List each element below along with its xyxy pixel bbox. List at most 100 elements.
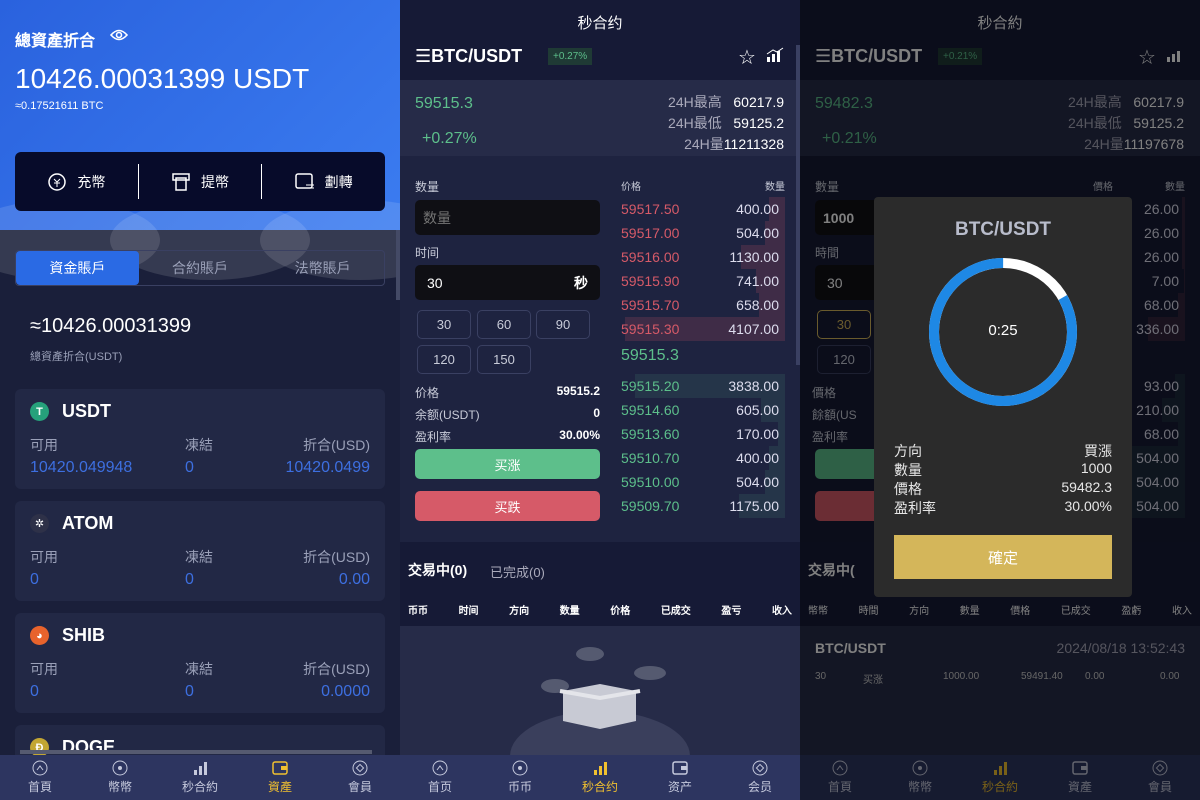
buy-down-button[interactable]: 买跌 (415, 491, 600, 521)
pair-selector[interactable]: ☰BTC/USDT (815, 46, 923, 66)
quantity-input[interactable] (415, 200, 600, 235)
orderbook-row[interactable]: 59513.60 170.00 (621, 422, 785, 446)
page-title: 秒合约 (577, 15, 623, 32)
chart-icon[interactable] (1166, 47, 1184, 68)
orderbook-row[interactable]: 59510.70 400.00 (621, 446, 785, 470)
nav-item-wallet[interactable]: 資產 (240, 755, 320, 800)
countdown-ring (929, 258, 1077, 406)
orderbook-row[interactable]: 59514.60 605.00 (621, 398, 785, 422)
orderbook-row[interactable]: 59517.00 504.00 (621, 221, 785, 245)
nav-item-member[interactable]: 會員 (320, 755, 400, 800)
chart-icon[interactable] (766, 47, 784, 68)
coin-icon (112, 760, 128, 776)
nav-item-coin[interactable]: 幣幣 (880, 755, 960, 800)
shib-coin-icon: ◕ (30, 626, 49, 645)
orderbook-row[interactable]: 504.00 (1021, 446, 1185, 470)
time-option[interactable]: 150 (477, 345, 531, 374)
tab-account[interactable]: 法幣賬戶 (294, 260, 351, 276)
nav-item-bars[interactable]: 秒合约 (560, 755, 640, 800)
nav-item-wallet[interactable]: 资产 (640, 755, 720, 800)
orderbook-row[interactable]: 68.00 (1021, 422, 1185, 446)
orderbook-row[interactable]: 210.00 (1021, 398, 1185, 422)
time-input[interactable]: 30 秒 (415, 265, 600, 300)
depth-bar (739, 494, 785, 518)
depth-bar (1177, 422, 1185, 446)
nav-item-wallet[interactable]: 資產 (1040, 755, 1120, 800)
orderbook-row[interactable]: 59510.00 504.00 (621, 470, 785, 494)
time-option[interactable]: 60 (477, 310, 531, 339)
nav-item-home[interactable]: 首頁 (0, 755, 80, 800)
orderbook-row[interactable]: 7.00 (1021, 269, 1185, 293)
coin-usd: 10420.0499 (285, 459, 370, 476)
orderbook-price: 59513.60 (621, 426, 680, 442)
scrollbar[interactable] (796, 45, 800, 365)
member-icon (752, 760, 768, 776)
orderbook-row[interactable]: 59515.30 4107.00 (621, 317, 785, 341)
orderbook-mid-price: 59515.3 (621, 347, 679, 364)
price-label: 价格 (415, 386, 440, 400)
action-deposit-button[interactable]: 充幣 (15, 164, 138, 199)
time-option[interactable]: 120 (417, 345, 471, 374)
star-icon[interactable]: ☆ (1138, 47, 1156, 69)
coin-frozen: 0 (185, 683, 194, 700)
action-withdraw-button[interactable]: 提幣 (137, 164, 262, 199)
nav-item-member[interactable]: 會員 (1120, 755, 1200, 800)
countdown-text: 0:25 (988, 322, 1018, 339)
orderbook-row[interactable]: 504.00 (1021, 494, 1185, 518)
orderbook-row[interactable]: 59516.00 1130.00 (621, 245, 785, 269)
tab-completed[interactable]: 已完成(0) (490, 565, 545, 580)
orderbook-row[interactable]: 59515.20 3838.00 (621, 374, 785, 398)
rate-label: 盈利率 (812, 430, 849, 444)
detail-label: 數量 (894, 462, 922, 478)
nav-item-coin[interactable]: 幣幣 (80, 755, 160, 800)
tab-in-progress[interactable]: 交易中(0) (408, 562, 468, 578)
scrollbar[interactable] (396, 230, 400, 300)
nav-item-home[interactable]: 首页 (400, 755, 480, 800)
bars-icon (592, 760, 608, 776)
order-cell: 0.00 (1085, 671, 1105, 682)
tab-account[interactable]: 合約賬戶 (172, 260, 228, 276)
orderbook-row[interactable]: 26.00 (1021, 197, 1185, 221)
orderbook-row[interactable]: 59517.50 400.00 (621, 197, 785, 221)
orderbook-qty: 504.00 (736, 474, 779, 490)
time-option[interactable]: 30 (817, 310, 871, 339)
orderbook-row[interactable]: 93.00 (1021, 374, 1185, 398)
trade-countdown-screen: 秒合約 ☰BTC/USDT +0.21% ☆ 59482.3 +0.21% 24… (800, 0, 1200, 800)
column-header: 方向 (509, 606, 530, 617)
orderbook-row[interactable]: 504.00 (1021, 470, 1185, 494)
action-transfer-button[interactable]: 劃轉 (261, 164, 385, 199)
price-change: +0.27% (422, 130, 477, 147)
eye-icon[interactable] (110, 28, 128, 42)
total-assets-btc: ≈0.17521611 BTC (15, 100, 104, 112)
nav-item-bars[interactable]: 秒合約 (160, 755, 240, 800)
column-header: 盈亏 (721, 606, 742, 617)
orderbook-row[interactable]: 59515.70 658.00 (621, 293, 785, 317)
nav-label: 會員 (1147, 780, 1172, 794)
scrollbar[interactable] (20, 750, 372, 754)
nav-item-coin[interactable]: 币币 (480, 755, 560, 800)
orderbook-row[interactable]: 26.00 (1021, 221, 1185, 245)
asset-card[interactable]: T USDT 可用 10420.049948 凍結 0 折合(USD) 10420.0499 (15, 389, 385, 489)
pair-selector[interactable]: ☰BTC/USDT (415, 46, 523, 66)
nav-item-home[interactable]: 首頁 (800, 755, 880, 800)
time-option[interactable]: 30 (417, 310, 471, 339)
buy-up-button[interactable]: 买涨 (415, 449, 600, 479)
orderbook-row[interactable]: 59509.70 1175.00 (621, 494, 785, 518)
time-option[interactable]: 120 (817, 345, 871, 374)
page-title: 秒合約 (977, 15, 1023, 32)
wallet-icon (672, 760, 688, 776)
tab-account[interactable]: 資金賬戶 (16, 251, 139, 285)
orderbook-row[interactable]: 26.00 (1021, 245, 1185, 269)
nav-item-bars[interactable]: 秒合約 (960, 755, 1040, 800)
asset-card[interactable]: ◕ SHIB 可用 0 凍結 0 折合(USD) 0.0000 (15, 613, 385, 713)
tab-in-progress[interactable]: 交易中( (808, 562, 855, 578)
confirm-button[interactable]: 確定 (894, 535, 1112, 579)
star-icon[interactable]: ☆ (738, 47, 756, 69)
orderbook-row[interactable]: 68.00 (1021, 293, 1185, 317)
time-option[interactable]: 90 (536, 310, 590, 339)
orderbook-row[interactable]: 59515.90 741.00 (621, 269, 785, 293)
nav-item-member[interactable]: 会员 (720, 755, 800, 800)
orderbook-qty: 210.00 (1136, 402, 1179, 418)
asset-card[interactable]: ✲ ATOM 可用 0 凍結 0 折合(USD) 0.00 (15, 501, 385, 601)
orderbook-row[interactable]: 336.00 (1021, 317, 1185, 341)
